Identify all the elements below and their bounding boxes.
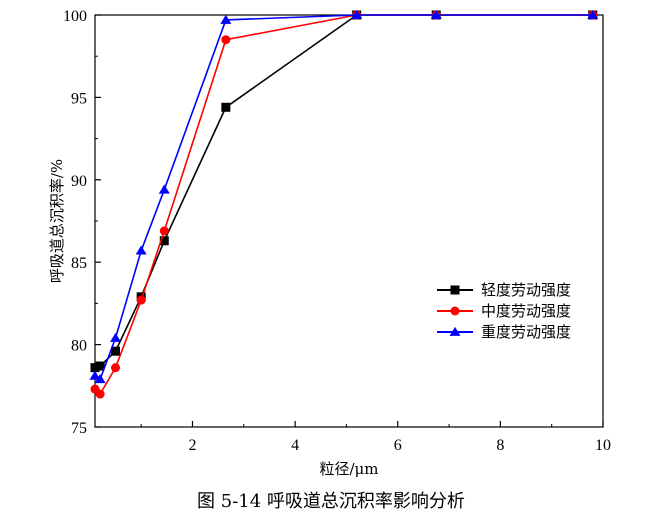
legend-label: 轻度劳动强度 <box>481 281 571 299</box>
data-point-triangle <box>351 9 363 19</box>
legend-item: 中度劳动强度 <box>437 302 571 320</box>
legend-item: 重度劳动强度 <box>437 323 571 341</box>
data-point-triangle <box>89 370 101 380</box>
data-point-circle <box>159 226 169 236</box>
legend-item: 轻度劳动强度 <box>437 281 571 299</box>
y-tick-label: 85 <box>71 255 87 272</box>
x-tick-label: 8 <box>496 437 504 454</box>
data-point-triangle <box>220 14 232 24</box>
figure-caption: 图 5-14 呼吸道总沉积率影响分析 <box>197 491 465 512</box>
x-tick-label: 6 <box>394 437 402 454</box>
x-tick-label: 4 <box>291 437 299 454</box>
y-axis-label: 呼吸道总沉积率/% <box>48 159 66 283</box>
data-point-circle <box>221 35 231 45</box>
legend-label: 重度劳动强度 <box>481 323 571 341</box>
data-point-circle <box>450 306 460 316</box>
y-tick-label: 80 <box>71 338 87 355</box>
data-point-triangle <box>94 374 106 384</box>
y-tick-label: 100 <box>63 8 87 25</box>
data-point-triangle <box>158 184 170 194</box>
y-tick-label: 95 <box>71 90 87 107</box>
data-point-triangle <box>135 245 147 255</box>
plot-frame <box>94 14 604 428</box>
x-tick-label: 2 <box>188 437 196 454</box>
data-point-triangle <box>449 326 461 336</box>
x-tick-label: 10 <box>595 437 611 454</box>
data-point-triangle <box>110 332 122 342</box>
data-point-square <box>221 102 231 112</box>
data-point-circle <box>111 363 121 373</box>
series-layer <box>89 9 599 399</box>
data-point-square <box>450 285 460 295</box>
data-point-triangle <box>430 9 442 19</box>
data-point-square <box>159 236 169 246</box>
data-point-triangle <box>587 9 599 19</box>
y-tick-label: 90 <box>71 173 87 190</box>
data-point-square <box>90 363 100 373</box>
series-3 <box>89 9 599 384</box>
ticks: 75 80 85 90 95 100 2 4 6 8 10 <box>63 8 611 454</box>
data-point-square <box>111 346 121 356</box>
data-point-circle <box>95 389 105 399</box>
y-tick-label: 75 <box>71 420 87 437</box>
data-point-circle <box>136 295 146 305</box>
legend-label: 中度劳动强度 <box>481 302 571 320</box>
x-axis-label: 粒径/μm <box>319 460 378 478</box>
data-point-square <box>95 361 105 371</box>
